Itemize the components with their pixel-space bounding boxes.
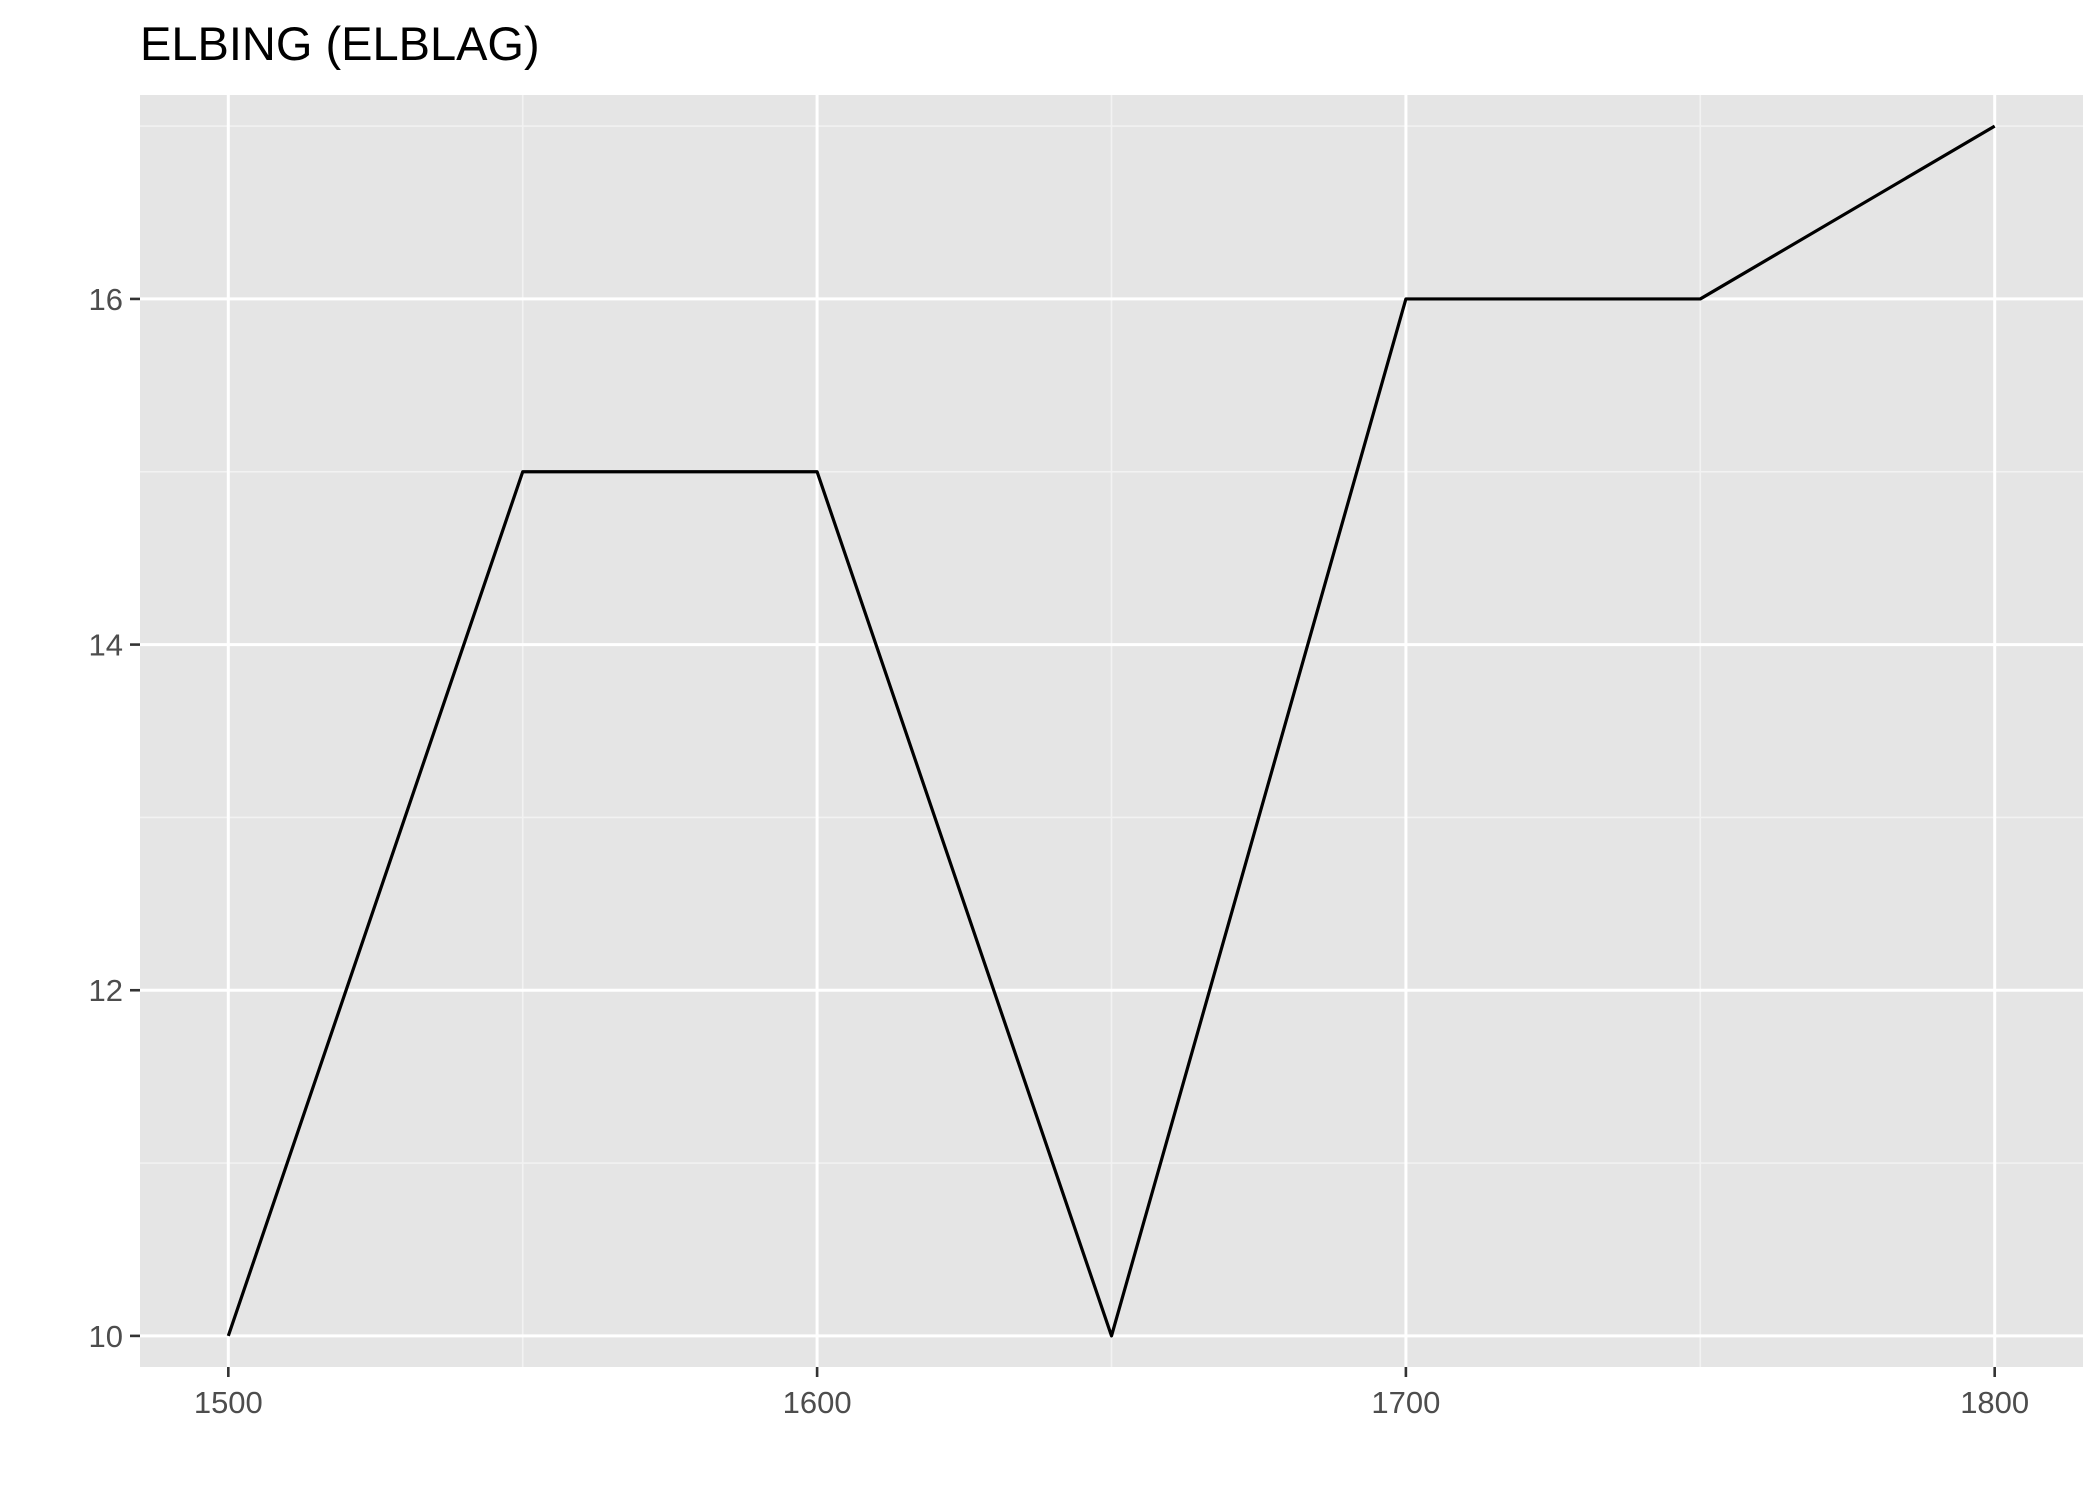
y-tick-label: 12 (89, 973, 123, 1008)
major-grid (140, 95, 2083, 1367)
series-line (226, 124, 1996, 1338)
minor-grid (140, 95, 2083, 1367)
chart-title: ELBING (ELBLAG) (140, 17, 540, 70)
x-tick-label: 1600 (783, 1385, 852, 1420)
y-tick-label: 16 (89, 282, 123, 317)
x-axis: 1500 1600 1700 1800 (194, 1367, 2029, 1420)
x-tick-label: 1800 (1960, 1385, 2029, 1420)
y-tick-label: 10 (89, 1319, 123, 1354)
x-tick-label: 1700 (1371, 1385, 1440, 1420)
y-axis: 10 12 14 16 (89, 282, 140, 1354)
x-tick-label: 1500 (194, 1385, 263, 1420)
data-series (226, 124, 1996, 1338)
y-tick-label: 14 (89, 628, 123, 663)
